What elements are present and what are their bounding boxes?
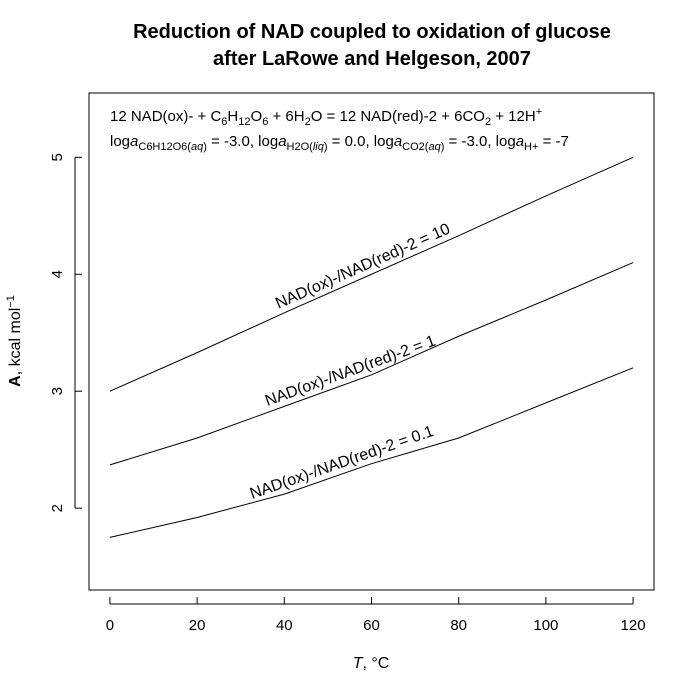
x-axis: 0 20 40 60 80 100 120 — [106, 597, 646, 634]
chart-title-line-2: after LaRowe and Helgeson, 2007 — [213, 48, 531, 70]
series-labels: NAD(ox)-/NAD(red)-2 = 10 NAD(ox)-/NAD(red… — [248, 221, 453, 503]
x-tick-label: 100 — [533, 617, 558, 634]
x-axis-label: T, °C — [353, 655, 390, 672]
x-tick-label: 20 — [189, 617, 206, 634]
series-label-3: NAD(ox)-/NAD(red)-2 = 0.1 — [248, 423, 436, 503]
chart-title-line-1: Reduction of NAD coupled to oxidation of… — [133, 21, 611, 43]
y-tick-label: 3 — [49, 387, 66, 395]
y-axis-label: A, kcal mol−1 — [5, 295, 24, 387]
x-tick-label: 120 — [621, 617, 646, 634]
x-tick-label: 40 — [276, 617, 293, 634]
y-axis: 2 3 4 5 — [49, 153, 82, 512]
y-tick-label: 4 — [49, 270, 66, 278]
y-tick-label: 5 — [49, 153, 66, 161]
y-tick-label: 2 — [49, 504, 66, 512]
series-label-1: NAD(ox)-/NAD(red)-2 = 10 — [273, 221, 453, 313]
reaction-equation: 12 NAD(ox)- + C6H12O6 + 6H2O = 12 NAD(re… — [110, 106, 542, 128]
series-line-2 — [109, 262, 634, 466]
series-label-2: NAD(ox)-/NAD(red)-2 = 1 — [263, 333, 438, 410]
plot-frame — [88, 92, 655, 591]
activity-conditions: logaC6H12O6(aq) = -3.0, logaH2O(liq) = 0… — [110, 133, 569, 153]
series-line-3 — [109, 367, 634, 538]
series-line-1 — [109, 156, 634, 392]
series-curves — [109, 156, 634, 538]
x-tick-label: 80 — [450, 617, 467, 634]
x-tick-label: 0 — [106, 617, 114, 634]
x-tick-label: 60 — [363, 617, 380, 634]
